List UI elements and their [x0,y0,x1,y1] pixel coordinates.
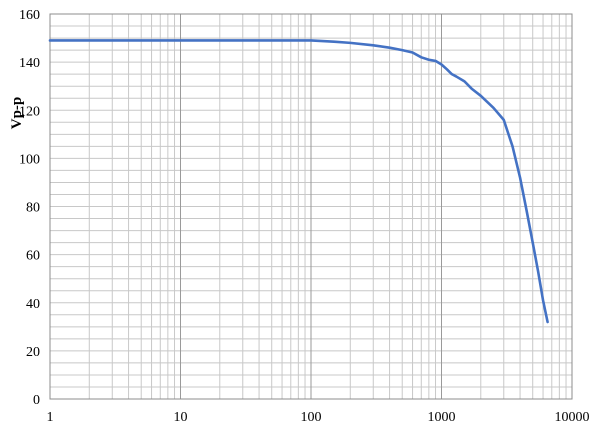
y-tick-label: 40 [26,297,40,312]
y-tick-label: 80 [26,201,40,216]
plot-frame [49,13,573,400]
y-tick-label: 0 [33,393,40,408]
y-tick-labels: 0 20 40 60 80 100 120 140 160 [19,8,40,408]
axes [49,13,573,400]
x-tick-label: 10 [174,410,188,425]
y-tick-label: 20 [26,345,40,360]
y-tick-label: 120 [19,104,40,119]
y-axis-label: Vp-p [9,97,25,130]
series-line [48,39,549,324]
y-tick-label: 60 [26,249,40,264]
x-tick-label: 1 [47,410,54,425]
x-tick-label: 100 [301,410,322,425]
grid-lines [49,13,573,400]
y-tick-label: 100 [19,152,40,167]
x-tick-labels: 1 10 100 1000 10000 [47,410,590,425]
y-tick-label: 140 [19,56,40,71]
series-lines [48,39,549,324]
x-tick-label: 10000 [555,410,590,425]
y-tick-label: 160 [19,8,40,23]
x-tick-label: 1000 [428,410,456,425]
